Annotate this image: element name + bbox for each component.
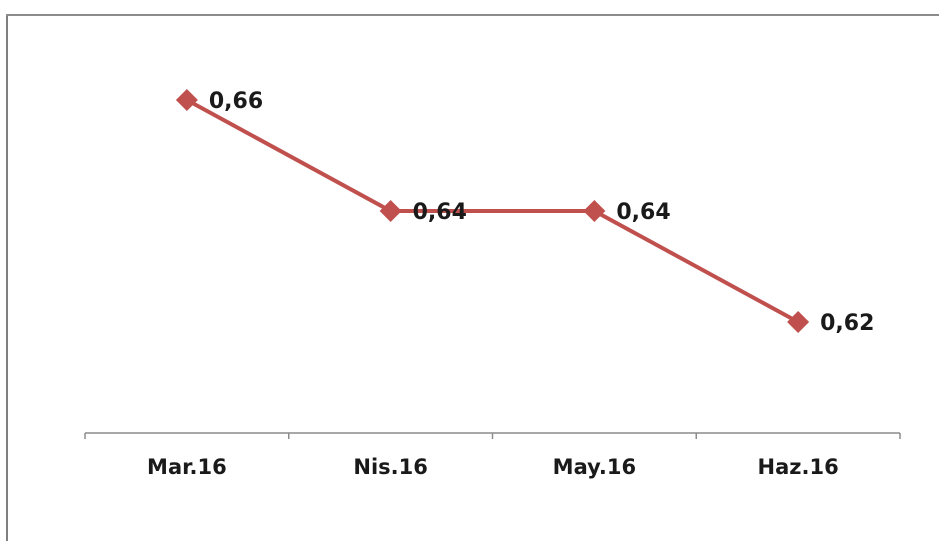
data-point-marker: [583, 200, 606, 222]
x-axis: [84, 432, 901, 439]
data-point-marker: [379, 200, 402, 222]
data-point-marker: [787, 311, 810, 333]
data-labels: 0,66 0,64 0,64 0,62: [209, 89, 875, 336]
data-label: 0,64: [413, 200, 467, 225]
data-point-marker: [175, 89, 198, 111]
x-tick-label: Nis.16: [353, 455, 427, 479]
series-line: [185, 98, 800, 324]
data-label: 0,62: [820, 311, 874, 336]
x-tick-label: May.16: [553, 455, 636, 479]
x-tick-label: Mar.16: [147, 455, 227, 479]
frame-top-border: [6, 14, 939, 16]
x-tick-label: Haz.16: [758, 455, 839, 479]
data-label: 0,66: [209, 89, 263, 114]
series-line-path: [185, 98, 800, 324]
data-label: 0,64: [616, 200, 670, 225]
x-tick-labels: Mar.16 Nis.16 May.16 Haz.16: [147, 455, 839, 479]
frame-left-border: [6, 14, 8, 541]
series-markers: [175, 89, 810, 333]
